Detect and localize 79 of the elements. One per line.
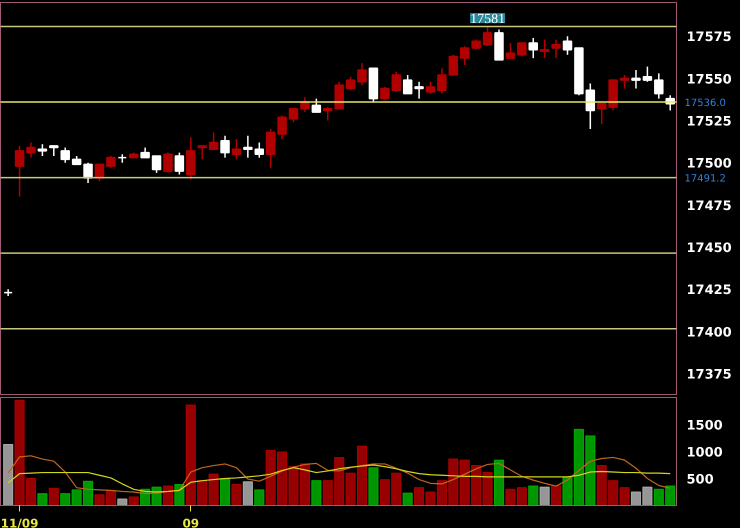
y-tick-label: 17425 <box>686 283 732 298</box>
candlestick <box>94 164 104 182</box>
candlestick <box>620 74 630 90</box>
line-series <box>8 464 671 493</box>
candlestick <box>551 38 561 59</box>
candlestick <box>197 145 207 160</box>
y-tick-label: 17400 <box>686 325 732 340</box>
candlestick <box>460 46 470 66</box>
bar <box>231 484 242 506</box>
y-tick-label: 17375 <box>686 368 732 383</box>
candlestick <box>152 155 162 174</box>
candlestick <box>562 35 572 56</box>
candlestick <box>232 138 242 160</box>
candlestick <box>312 98 322 113</box>
candlestick <box>186 136 196 180</box>
candlestick <box>448 54 458 76</box>
bar <box>220 478 230 506</box>
candlestick <box>83 162 93 184</box>
candlestick <box>174 152 184 176</box>
y-tick-label: 1500 <box>686 418 723 434</box>
candlestick <box>208 132 218 150</box>
bar <box>117 498 128 506</box>
candlestick <box>631 69 641 90</box>
bar <box>528 486 538 506</box>
candlestick <box>254 142 264 158</box>
bar <box>37 493 48 506</box>
bar <box>3 444 14 506</box>
bar <box>254 489 264 506</box>
candlestick <box>586 82 596 130</box>
candlestick <box>243 135 253 158</box>
candlestick <box>346 76 356 91</box>
candlestick <box>482 25 492 46</box>
candlestick <box>277 114 287 140</box>
bar <box>402 492 413 506</box>
bar <box>540 486 550 506</box>
bar <box>551 486 562 506</box>
candlestick <box>38 143 48 157</box>
candlestick <box>323 106 333 122</box>
candlestick <box>642 66 652 83</box>
candlestick <box>654 72 664 100</box>
ref-line-label: 17536.0 <box>684 98 726 110</box>
candlestick <box>471 38 481 50</box>
candlestick <box>266 128 276 169</box>
x-tick-label: 09 <box>182 516 200 528</box>
line-series <box>8 455 671 494</box>
candlestick <box>596 102 606 125</box>
y-tick-label: 17575 <box>686 30 732 46</box>
candlestick <box>140 146 150 158</box>
candlestick <box>220 135 230 158</box>
bar <box>311 480 322 506</box>
candlestick <box>163 152 173 174</box>
bar <box>128 496 139 506</box>
candlestick <box>392 70 402 93</box>
y-tick-label: 500 <box>686 472 714 488</box>
bar <box>494 460 504 506</box>
candlestick <box>380 86 390 102</box>
candlestick <box>506 42 516 59</box>
y-tick-label: 17500 <box>686 156 732 172</box>
y-tick-label: 17550 <box>686 72 732 88</box>
bar <box>368 467 378 506</box>
y-tick-label: 1000 <box>686 446 723 460</box>
annotation: 17581 <box>470 12 506 28</box>
ref-line-label: 17491.2 <box>684 174 726 185</box>
bar <box>162 486 174 506</box>
y-tick-label: 17475 <box>686 198 732 214</box>
candlestick <box>357 62 367 86</box>
y-tick-label: 17450 <box>686 241 732 256</box>
candlestick <box>517 42 527 58</box>
candlestick <box>49 145 59 157</box>
y-tick-label: 17525 <box>686 114 732 130</box>
candlestick <box>414 81 424 100</box>
candlestick <box>60 146 70 164</box>
bar <box>48 488 59 506</box>
candlestick <box>528 37 538 59</box>
candlestick <box>540 38 550 59</box>
candlestick <box>334 81 344 110</box>
candlestick <box>402 74 412 94</box>
candlestick <box>106 155 116 169</box>
bar <box>242 481 253 506</box>
